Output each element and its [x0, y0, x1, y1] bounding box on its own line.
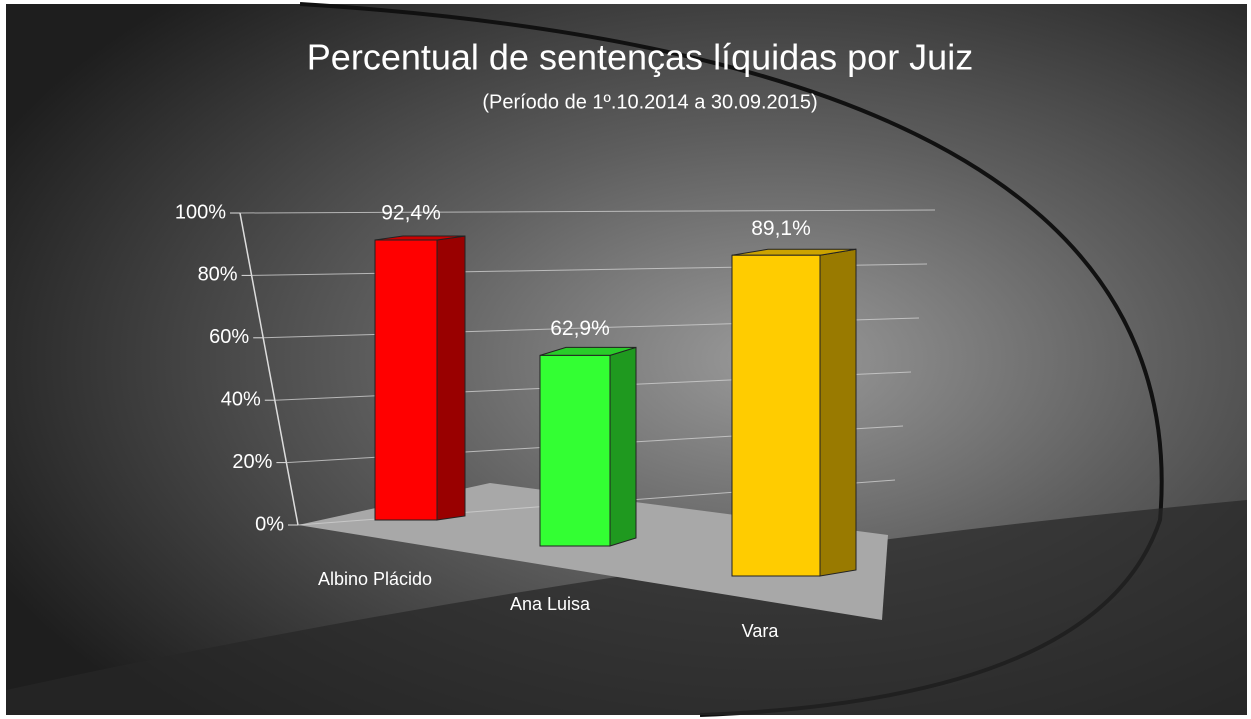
x-tick-label: Albino Plácido	[318, 569, 432, 589]
bar-side	[436, 235, 466, 521]
bar	[539, 354, 611, 547]
bar-side	[819, 248, 857, 577]
chart-subtitle: (Período de 1º.10.2014 a 30.09.2015)	[482, 91, 817, 113]
grid-line	[239, 209, 936, 214]
y-tick-label: 0%	[255, 513, 284, 535]
value-label: 89,1%	[751, 217, 811, 240]
y-tick-label: 80%	[198, 264, 238, 286]
decor-band	[6, 500, 1247, 715]
y-tick-label: 60%	[209, 326, 249, 348]
bar	[374, 239, 438, 521]
chart-title: Percentual de sentenças líquidas por Jui…	[307, 37, 973, 78]
y-tick-label: 100%	[175, 201, 226, 223]
bar	[731, 254, 821, 577]
x-tick-label: Vara	[742, 621, 780, 641]
y-tick-label: 40%	[221, 388, 261, 410]
value-label: 92,4%	[381, 202, 441, 225]
value-label: 62,9%	[550, 317, 610, 340]
x-tick-label: Ana Luisa	[510, 594, 591, 614]
y-tick-label: 20%	[232, 451, 272, 473]
y-axis	[239, 212, 299, 526]
bar-side	[609, 346, 637, 547]
